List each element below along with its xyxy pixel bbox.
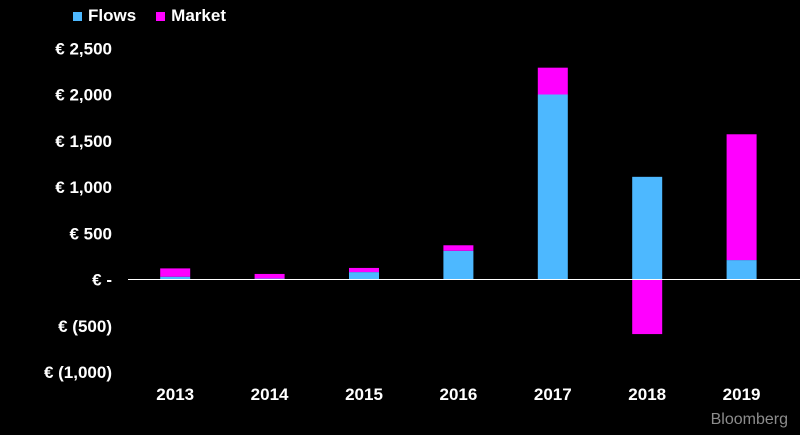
bar-flows-2015 (349, 272, 379, 280)
bar-market-2013 (160, 268, 191, 277)
legend-swatch-flows (73, 11, 82, 21)
bar-flows-2013 (160, 276, 191, 280)
y-tick-label: € 500 (69, 224, 112, 243)
bar-market-2014 (254, 273, 285, 279)
x-tick-label: 2017 (534, 385, 572, 404)
bar-flows-2017 (537, 94, 568, 280)
y-tick-label: € (500) (58, 317, 112, 336)
bar-flows-2018 (632, 176, 663, 280)
y-tick-label: € 1,500 (55, 132, 112, 151)
bar-market-2015 (349, 267, 379, 273)
x-tick-label: 2018 (628, 385, 666, 404)
x-tick-label: 2014 (251, 385, 289, 404)
bar-market-2017 (537, 67, 568, 95)
bar-flows-2016 (443, 250, 474, 280)
legend: Flows Market (73, 6, 226, 26)
legend-item-market: Market (156, 6, 226, 26)
y-tick-label: € 1,000 (55, 178, 112, 197)
y-tick-label: € (1,000) (44, 363, 112, 382)
y-tick-label: € 2,500 (55, 39, 112, 58)
x-tick-label: 2019 (723, 385, 761, 404)
legend-label-market: Market (171, 6, 226, 25)
bar-market-2018 (632, 279, 663, 335)
x-tick-label: 2015 (345, 385, 383, 404)
y-tick-label: € 2,000 (55, 86, 112, 105)
bar-market-2019 (726, 134, 757, 261)
y-tick-label: € - (92, 271, 112, 290)
x-tick-label: 2013 (156, 385, 194, 404)
source-label: Bloomberg (710, 411, 788, 428)
legend-item-flows: Flows (73, 6, 136, 26)
legend-label-flows: Flows (88, 6, 137, 25)
legend-swatch-market (156, 11, 166, 21)
bar-flows-2019 (726, 260, 757, 280)
x-tick-label: 2016 (439, 385, 477, 404)
bar-market-2016 (443, 245, 474, 251)
